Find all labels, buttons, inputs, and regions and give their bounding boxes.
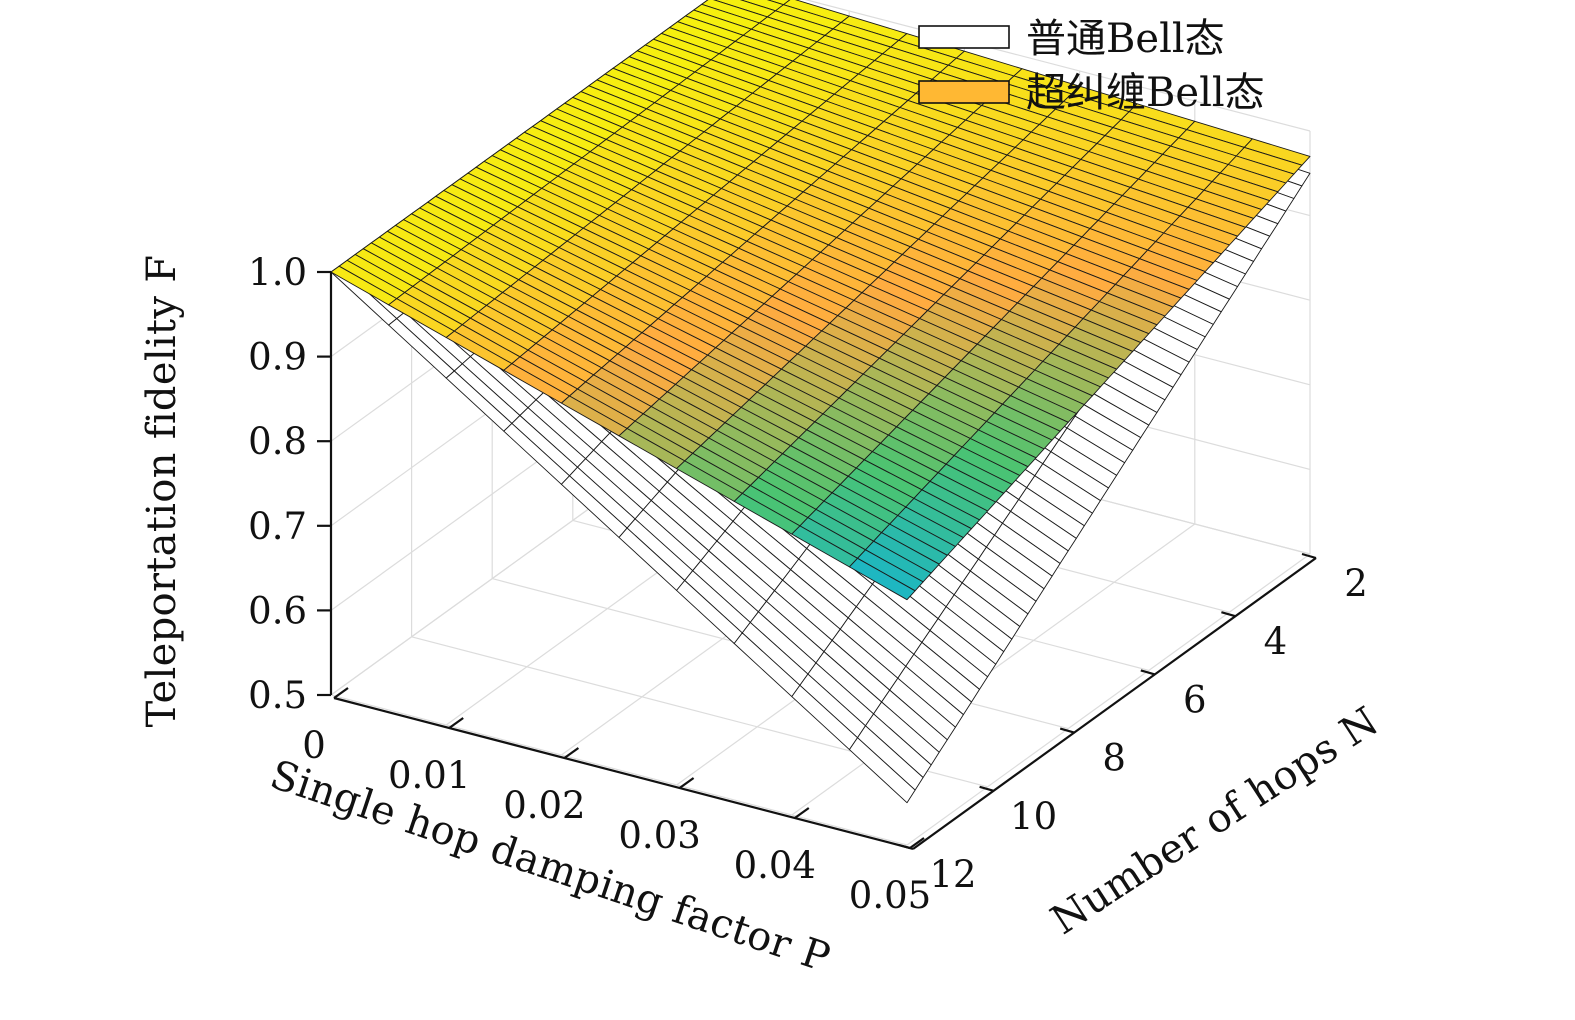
- z-tick-label-1: 0.6: [248, 589, 307, 632]
- x-tick-5: [909, 837, 925, 849]
- z-tick-label-4: 0.9: [248, 336, 307, 379]
- z-tick-label-5: 1.0: [248, 251, 307, 294]
- y-tick-1: [1221, 611, 1236, 618]
- y-tick-label-2: 6: [1183, 678, 1207, 721]
- y-tick-label-4: 10: [1010, 795, 1057, 838]
- y-axis-line: [912, 557, 1317, 850]
- grid-floor-y-5: [330, 694, 908, 846]
- y-tick-0: [1301, 552, 1317, 560]
- x-tick-label-1: 0.01: [388, 754, 470, 797]
- x-tick-0: [333, 687, 349, 699]
- y-axis-title: Number of hops N: [1043, 698, 1387, 943]
- z-tick-label-2: 0.7: [248, 505, 307, 548]
- surface-0-patch-49-9: [848, 737, 916, 804]
- grid-floor-x-4: [791, 523, 1196, 816]
- z-tick-label-0: 0.5: [248, 674, 307, 717]
- y-tick-label-0: 2: [1344, 562, 1368, 605]
- x-tick-2: [563, 747, 580, 759]
- label-layer: 0.5 0.6 0.7 0.8 0.9 1.0 0 0.01 0.02 0.03 0.04 0.05 2…: [248, 251, 1368, 917]
- z-tick-label-3: 0.8: [248, 420, 307, 463]
- z-axis-title: Teleportation fidelity F: [139, 255, 185, 728]
- surface-layer: [330, 0, 1311, 804]
- x-tick-label-2: 0.02: [503, 784, 585, 827]
- grid-floor-x-5: [906, 553, 1311, 846]
- legend-swatch-normal: [918, 25, 1010, 49]
- legend: 普通Bell态 超纠缠Bell态: [918, 16, 1265, 116]
- x-tick-label-4: 0.04: [734, 844, 816, 887]
- x-tick-3: [678, 777, 695, 789]
- x-tick-label-5: 0.05: [849, 874, 931, 917]
- grid-back-z-5: [804, 0, 1311, 132]
- x-tick-1: [448, 717, 464, 729]
- x-tick-label-0: 0: [302, 724, 326, 767]
- legend-swatch-hyper: [918, 80, 1010, 104]
- y-tick-label-3: 8: [1102, 737, 1126, 780]
- surface-1-patch-49-9: [848, 557, 916, 601]
- y-tick-label-1: 4: [1264, 620, 1288, 663]
- y-tick-5: [898, 843, 914, 851]
- x-tick-label-3: 0.03: [618, 814, 700, 857]
- legend-label-normal: 普通Bell态: [1026, 16, 1225, 62]
- axis-layer: [317, 270, 1317, 851]
- x-axis-line: [333, 696, 911, 850]
- y-tick-label-5: 12: [929, 853, 976, 896]
- y-tick-4: [979, 785, 994, 792]
- x-tick-4: [794, 807, 810, 819]
- surface-hyper: [330, 0, 1311, 601]
- legend-label-hyper: 超纠缠Bell态: [1026, 70, 1265, 116]
- y-tick-2: [1140, 669, 1156, 676]
- y-tick-3: [1059, 727, 1075, 734]
